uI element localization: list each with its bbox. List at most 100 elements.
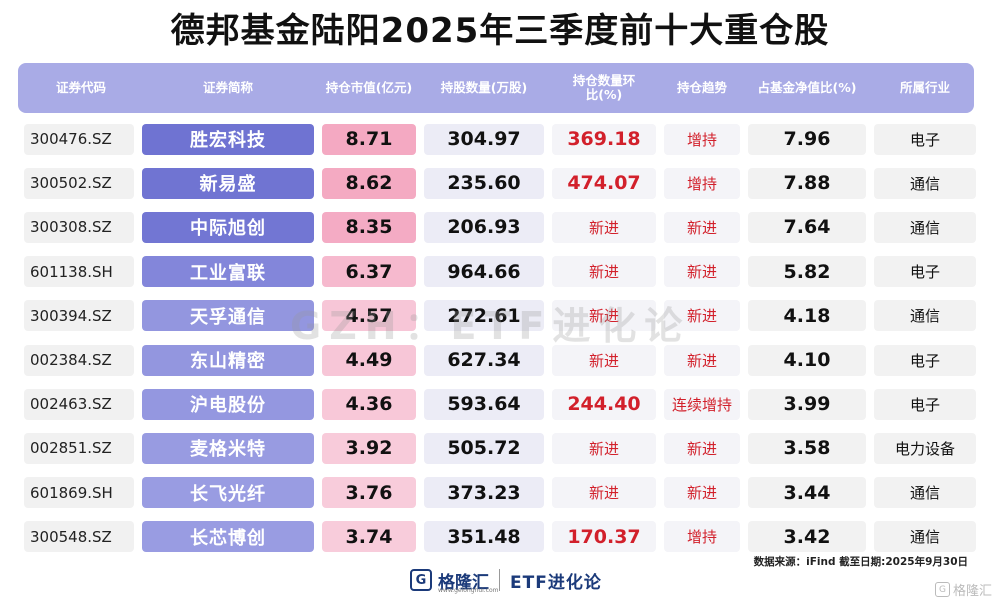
footer-divider	[499, 569, 500, 591]
cell-name: 天孚通信	[142, 300, 314, 332]
cell-shares: 272.61	[424, 300, 544, 332]
watermark-text: GZH：ETF进化论	[290, 304, 691, 348]
table-body: 300476.SZ 胜宏科技 8.71 304.97 369.18 增持 7.96 电子 300…	[18, 117, 976, 559]
cell-industry: 通信	[874, 477, 976, 509]
cell-change: 新进	[552, 300, 656, 332]
cell-industry: 电子	[874, 123, 976, 155]
table-row: 002851.SZ 麦格米特 3.92 505.72 新进 新进 3.58 电力设备	[18, 426, 976, 470]
cell-change: 新进	[552, 477, 656, 509]
header-trend: 持仓趋势	[676, 80, 727, 95]
cell-market-value: 6.37	[322, 256, 416, 288]
cell-change: 新进	[552, 432, 656, 464]
table-row: 002463.SZ 沪电股份 4.36 593.64 244.40 连续增持 3.99 电子	[18, 382, 976, 426]
header-code: 证券代码	[55, 80, 106, 95]
gelonghui-logo-url: www.gelonghui.com	[438, 587, 499, 594]
cell-nav-pct: 5.82	[748, 256, 866, 288]
cell-market-value: 8.71	[322, 123, 416, 155]
cell-code: 002463.SZ	[24, 388, 134, 420]
table-row: 002384.SZ 东山精密 4.49 627.34 新进 新进 4.10 电子	[18, 338, 976, 382]
cell-nav-pct: 4.10	[748, 344, 866, 376]
cell-shares: 206.93	[424, 211, 544, 243]
page-title: 德邦基金陆阳2025年三季度前十大重仓股	[170, 11, 830, 51]
cell-change: 新进	[552, 211, 656, 243]
cell-change: 474.07	[552, 167, 656, 199]
cell-name: 沪电股份	[142, 388, 314, 420]
table-row: 300548.SZ 长芯博创 3.74 351.48 170.37 增持 3.42 通信	[18, 515, 976, 559]
cell-trend: 增持	[664, 167, 740, 199]
cell-code: 601869.SH	[24, 477, 134, 509]
header-shares: 持股数量(万股)	[440, 80, 528, 95]
cell-trend: 新进	[664, 344, 740, 376]
cell-trend: 新进	[664, 477, 740, 509]
table-row: 601869.SH 长飞光纤 3.76 373.23 新进 新进 3.44 通信	[18, 471, 976, 515]
data-source-note: 数据来源：iFind 截至日期:2025年9月30日	[753, 556, 968, 568]
cell-industry: 电子	[874, 388, 976, 420]
cell-code: 300308.SZ	[24, 211, 134, 243]
cell-market-value: 4.36	[322, 388, 416, 420]
cell-shares: 627.34	[424, 344, 544, 376]
table-header: 证券代码 证券简称 持仓市值(亿元) 持股数量(万股) 持仓数量环比(%) 持仓…	[18, 63, 974, 113]
cell-industry: 通信	[874, 300, 976, 332]
cell-change: 170.37	[552, 521, 656, 553]
cell-nav-pct: 3.99	[748, 388, 866, 420]
footer-logos: G 格隆汇 www.gelonghui.com ETF进化论	[410, 565, 602, 595]
cell-shares: 351.48	[424, 521, 544, 553]
header-market-value: 持仓市值(亿元)	[325, 80, 413, 95]
etf-brand-name: ETF进化论	[510, 572, 602, 593]
cell-trend: 新进	[664, 300, 740, 332]
table-row: 300476.SZ 胜宏科技 8.71 304.97 369.18 增持 7.96 电子	[18, 117, 976, 161]
cell-name: 胜宏科技	[142, 123, 314, 155]
cell-shares: 964.66	[424, 256, 544, 288]
corner-logo-icon: G	[934, 582, 950, 597]
header-change: 持仓数量环比(%)	[548, 74, 660, 102]
table-row: 300308.SZ 中际旭创 8.35 206.93 新进 新进 7.64 通信	[18, 205, 976, 249]
cell-change: 369.18	[552, 123, 656, 155]
cell-change: 新进	[552, 344, 656, 376]
cell-nav-pct: 3.44	[748, 477, 866, 509]
header-nav-pct: 占基金净值比(%)	[757, 80, 857, 95]
cell-nav-pct: 3.58	[748, 432, 866, 464]
corner-watermark: G 格隆汇	[934, 580, 992, 599]
table-row: 601138.SH 工业富联 6.37 964.66 新进 新进 5.82 电子	[18, 250, 976, 294]
cell-shares: 235.60	[424, 167, 544, 199]
header-change-text: 持仓数量环比(%)	[572, 73, 636, 102]
cell-shares: 304.97	[424, 123, 544, 155]
cell-market-value: 8.35	[322, 211, 416, 243]
cell-shares: 505.72	[424, 432, 544, 464]
cell-market-value: 4.57	[322, 300, 416, 332]
cell-trend: 连续增持	[664, 388, 740, 420]
cell-trend: 增持	[664, 123, 740, 155]
holdings-table: 证券代码 证券简称 持仓市值(亿元) 持股数量(万股) 持仓数量环比(%) 持仓…	[18, 63, 976, 559]
cell-industry: 电力设备	[874, 432, 976, 464]
gelonghui-logo-name: 格隆汇	[438, 572, 489, 593]
table-row: 300502.SZ 新易盛 8.62 235.60 474.07 增持 7.88 通信	[18, 161, 976, 205]
cell-name: 麦格米特	[142, 432, 314, 464]
corner-watermark-text: 格隆汇	[952, 584, 992, 599]
cell-name: 长芯博创	[142, 521, 314, 553]
cell-shares: 593.64	[424, 388, 544, 420]
cell-industry: 电子	[874, 256, 976, 288]
cell-market-value: 8.62	[322, 167, 416, 199]
cell-change: 244.40	[552, 388, 656, 420]
cell-code: 002851.SZ	[24, 432, 134, 464]
cell-name: 长飞光纤	[142, 477, 314, 509]
cell-industry: 通信	[874, 521, 976, 553]
cell-nav-pct: 7.88	[748, 167, 866, 199]
cell-nav-pct: 7.64	[748, 211, 866, 243]
cell-market-value: 4.49	[322, 344, 416, 376]
cell-change: 新进	[552, 256, 656, 288]
cell-code: 601138.SH	[24, 256, 134, 288]
cell-trend: 新进	[664, 432, 740, 464]
cell-market-value: 3.74	[322, 521, 416, 553]
cell-industry: 通信	[874, 211, 976, 243]
cell-shares: 373.23	[424, 477, 544, 509]
cell-name: 工业富联	[142, 256, 314, 288]
header-industry: 所属行业	[899, 80, 950, 95]
cell-code: 300476.SZ	[24, 123, 134, 155]
cell-code: 300394.SZ	[24, 300, 134, 332]
cell-code: 002384.SZ	[24, 344, 134, 376]
cell-trend: 增持	[664, 521, 740, 553]
cell-trend: 新进	[664, 211, 740, 243]
header-name: 证券简称	[202, 80, 253, 95]
gelonghui-logo-icon: G	[410, 569, 432, 591]
